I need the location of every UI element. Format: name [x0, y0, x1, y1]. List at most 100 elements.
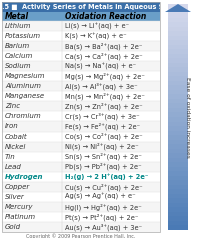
Bar	[2, 61, 160, 71]
Bar	[168, 189, 188, 194]
Text: Hydrogen: Hydrogen	[5, 174, 43, 180]
Bar	[168, 85, 188, 90]
Bar	[168, 13, 188, 18]
Bar	[168, 9, 188, 13]
Text: TABLE 4.5 ■  Activity Series of Metals in Aqueous Solution: TABLE 4.5 ■ Activity Series of Metals in…	[0, 4, 190, 10]
Bar	[168, 4, 188, 9]
Bar	[168, 212, 188, 216]
Bar	[168, 36, 188, 40]
Text: Silver: Silver	[5, 194, 25, 200]
Bar	[2, 12, 160, 21]
Bar	[168, 31, 188, 36]
Bar	[168, 122, 188, 126]
Text: Fe(s) → Fe²⁺(aq) + 2e⁻: Fe(s) → Fe²⁺(aq) + 2e⁻	[65, 123, 140, 130]
Bar	[2, 2, 160, 12]
Bar	[168, 27, 188, 31]
Bar	[2, 111, 160, 121]
Bar	[2, 172, 160, 182]
Bar	[168, 63, 188, 67]
Bar	[168, 225, 188, 230]
Bar	[168, 67, 188, 72]
Text: Lead: Lead	[5, 164, 22, 170]
Text: Copper: Copper	[5, 184, 30, 190]
Text: Li(s) → Li⁺(aq) + e⁻: Li(s) → Li⁺(aq) + e⁻	[65, 22, 129, 30]
Text: Sn(s) → Sn²⁺(aq) + 2e⁻: Sn(s) → Sn²⁺(aq) + 2e⁻	[65, 153, 142, 160]
Bar	[168, 18, 188, 22]
Text: Mercury: Mercury	[5, 204, 34, 210]
Bar	[168, 198, 188, 203]
Bar	[168, 126, 188, 131]
Bar	[168, 221, 188, 225]
Bar	[168, 76, 188, 81]
Bar	[168, 99, 188, 104]
Bar	[168, 180, 188, 185]
Bar	[2, 51, 160, 61]
Bar	[2, 101, 160, 111]
Bar	[168, 90, 188, 94]
Bar	[168, 81, 188, 85]
Bar	[168, 158, 188, 162]
Text: H₂(g) → 2 H⁺(aq) + 2e⁻: H₂(g) → 2 H⁺(aq) + 2e⁻	[65, 173, 148, 180]
Bar	[2, 192, 160, 202]
Text: Ca(s) → Ca²⁺(aq) + 2e⁻: Ca(s) → Ca²⁺(aq) + 2e⁻	[65, 52, 143, 60]
Bar	[2, 162, 160, 172]
Text: Pb(s) → Pb²⁺(aq) + 2e⁻: Pb(s) → Pb²⁺(aq) + 2e⁻	[65, 163, 142, 170]
Bar	[2, 132, 160, 142]
Bar	[168, 153, 188, 158]
Bar	[2, 222, 160, 232]
Bar	[168, 22, 188, 27]
Bar	[168, 113, 188, 117]
Bar	[168, 207, 188, 212]
Text: Nickel: Nickel	[5, 144, 26, 150]
Bar	[168, 49, 188, 54]
Bar	[2, 212, 160, 222]
Bar	[168, 104, 188, 108]
Bar	[2, 31, 160, 41]
Text: Ease of oxidation increases: Ease of oxidation increases	[185, 77, 191, 158]
Bar	[2, 81, 160, 91]
Text: Cr(s) → Cr³⁺(aq) + 3e⁻: Cr(s) → Cr³⁺(aq) + 3e⁻	[65, 113, 140, 120]
Bar	[2, 142, 160, 152]
Bar	[2, 21, 160, 31]
Text: Sodium: Sodium	[5, 63, 32, 69]
Bar	[2, 121, 160, 132]
Bar	[168, 167, 188, 171]
Text: Manganese: Manganese	[5, 93, 45, 99]
Bar	[2, 91, 160, 101]
Text: Na(s) → Na⁺(aq) + e⁻: Na(s) → Na⁺(aq) + e⁻	[65, 63, 136, 70]
Text: Zn(s) → Zn²⁺(aq) + 2e⁻: Zn(s) → Zn²⁺(aq) + 2e⁻	[65, 103, 143, 110]
Bar	[168, 117, 188, 122]
Bar	[168, 108, 188, 113]
Text: Co(s) → Co²⁺(aq) + 2e⁻: Co(s) → Co²⁺(aq) + 2e⁻	[65, 133, 143, 140]
Bar	[168, 203, 188, 207]
Text: Ag(s) → Ag⁺(aq) + e⁻: Ag(s) → Ag⁺(aq) + e⁻	[65, 193, 136, 200]
Text: Potassium: Potassium	[5, 33, 41, 39]
Text: Cu(s) → Cu²⁺(aq) + 2e⁻: Cu(s) → Cu²⁺(aq) + 2e⁻	[65, 183, 143, 191]
Bar	[168, 135, 188, 140]
Text: Metal: Metal	[5, 12, 29, 21]
Bar	[168, 45, 188, 49]
Bar	[168, 140, 188, 144]
Text: Au(s) → Au³⁺(aq) + 3e⁻: Au(s) → Au³⁺(aq) + 3e⁻	[65, 223, 142, 231]
Bar	[168, 216, 188, 221]
Bar	[168, 72, 188, 76]
Text: K(s) → K⁺(aq) + e⁻: K(s) → K⁺(aq) + e⁻	[65, 32, 127, 40]
Bar	[168, 176, 188, 180]
Text: Ni(s) → Ni²⁺(aq) + 2e⁻: Ni(s) → Ni²⁺(aq) + 2e⁻	[65, 143, 139, 150]
Bar	[2, 71, 160, 81]
Text: Iron: Iron	[5, 124, 19, 129]
Bar	[168, 162, 188, 167]
Text: Copyright © 2009 Pearson Prentice Hall, Inc.: Copyright © 2009 Pearson Prentice Hall, …	[26, 233, 136, 238]
Text: Tin: Tin	[5, 154, 16, 160]
Text: Gold: Gold	[5, 224, 21, 230]
Bar	[168, 144, 188, 149]
Bar	[168, 54, 188, 58]
Text: Zinc: Zinc	[5, 103, 20, 109]
Text: Al(s) → Al³⁺(aq) + 3e⁻: Al(s) → Al³⁺(aq) + 3e⁻	[65, 83, 138, 90]
Text: Oxidation Reaction: Oxidation Reaction	[65, 12, 146, 21]
Text: Platinum: Platinum	[5, 214, 36, 220]
Bar	[2, 41, 160, 51]
Bar	[168, 149, 188, 153]
Bar	[2, 202, 160, 212]
Text: Pt(s) → Pt²⁺(aq) + 2e⁻: Pt(s) → Pt²⁺(aq) + 2e⁻	[65, 213, 138, 221]
